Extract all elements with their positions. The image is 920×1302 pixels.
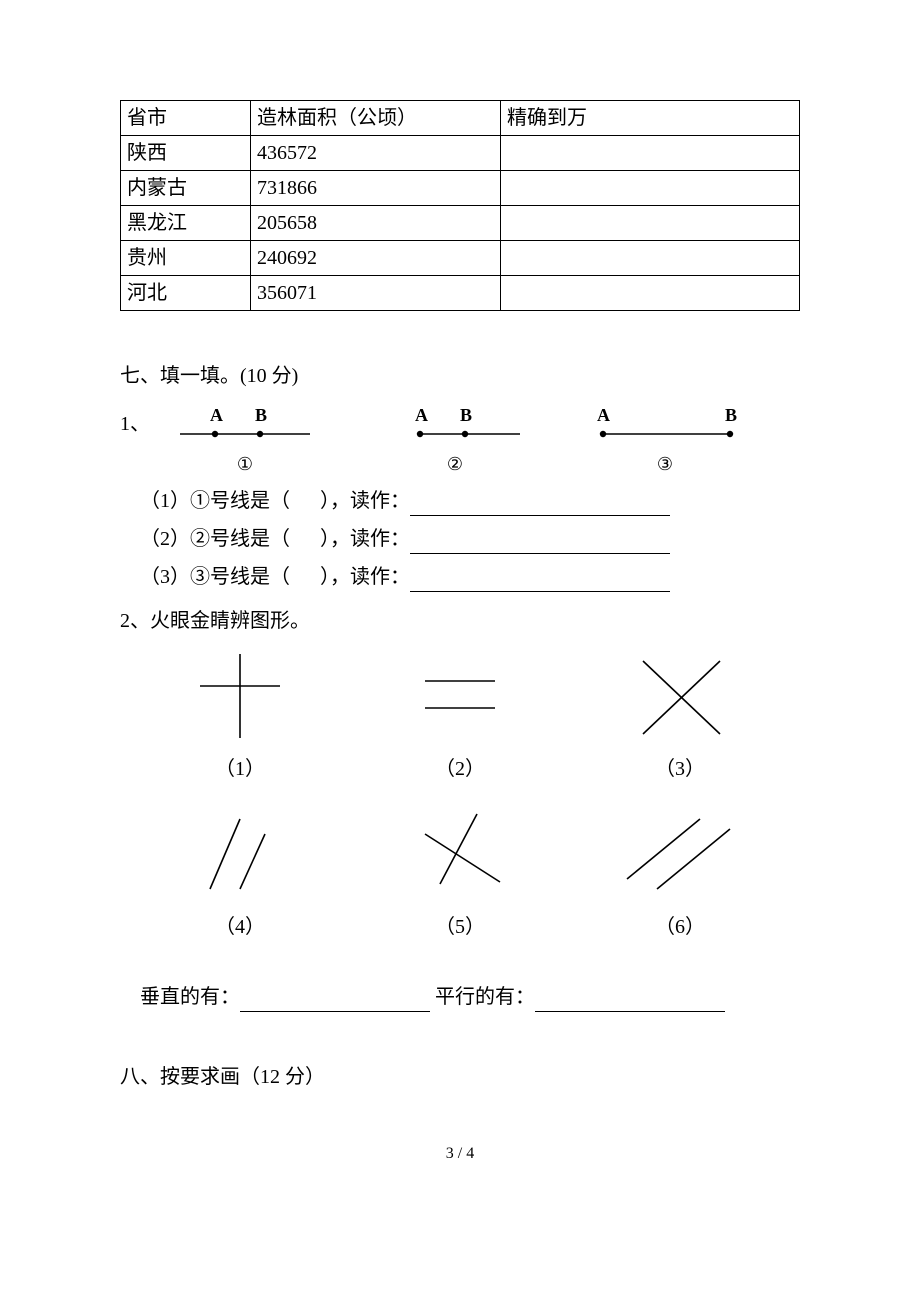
forestation-table: 省市 造林面积（公顷） 精确到万 陕西 436572 内蒙古 731866 黑龙… bbox=[120, 100, 800, 311]
label-B: B bbox=[725, 409, 737, 425]
line-fig3-svg: A B bbox=[585, 409, 745, 449]
table-row: 河北 356071 bbox=[121, 276, 800, 311]
shape-parallel-horiz-icon bbox=[405, 646, 515, 746]
line-figures-row: A B ① A B ② A B bbox=[170, 409, 740, 478]
fig1-caption: ① bbox=[237, 451, 253, 478]
shape-4: （4） bbox=[150, 804, 330, 942]
figure-3: A B ③ bbox=[590, 409, 740, 478]
shape-slant-parallel-icon bbox=[615, 804, 745, 904]
table-row: 内蒙古 731866 bbox=[121, 171, 800, 206]
page-footer: 3 / 4 bbox=[120, 1142, 800, 1166]
line-fig1-svg: A B bbox=[170, 409, 320, 449]
table-row: 陕西 436572 bbox=[121, 136, 800, 171]
fig2-caption: ② bbox=[447, 451, 463, 478]
fig3-caption: ③ bbox=[657, 451, 673, 478]
shape-slant-cross-icon bbox=[405, 804, 515, 904]
label-A: A bbox=[597, 409, 610, 425]
table-row: 黑龙江 205658 bbox=[121, 206, 800, 241]
figure-2: A B ② bbox=[380, 409, 530, 478]
shape-x-cross-icon bbox=[625, 646, 735, 746]
para-label: 平行的有： bbox=[435, 986, 535, 1008]
shape-1: （1） bbox=[150, 646, 330, 784]
col-rounded: 精确到万 bbox=[501, 101, 800, 136]
shape-plus-icon bbox=[185, 646, 295, 746]
blank bbox=[535, 990, 725, 1012]
label-A: A bbox=[415, 409, 428, 425]
line-fig2-svg: A B bbox=[380, 409, 530, 449]
blank bbox=[240, 990, 430, 1012]
section8-title: 八、按要求画（12 分） bbox=[120, 1062, 800, 1092]
answers-row: 垂直的有： 平行的有： bbox=[140, 982, 800, 1012]
label-A: A bbox=[210, 409, 223, 425]
q1-number: 1、 bbox=[120, 409, 160, 439]
shape-2: （2） bbox=[370, 646, 550, 784]
label-B: B bbox=[460, 409, 472, 425]
sub-q-3: （3）③号线是（ ），读作： bbox=[140, 562, 800, 592]
section7-title: 七、填一填。(10 分) bbox=[120, 361, 800, 391]
shape-6: （6） bbox=[590, 804, 770, 942]
sub-q-1: （1）①号线是（ ），读作： bbox=[140, 486, 800, 516]
blank bbox=[410, 570, 670, 592]
table-header-row: 省市 造林面积（公顷） 精确到万 bbox=[121, 101, 800, 136]
col-area: 造林面积（公顷） bbox=[251, 101, 501, 136]
figure-1: A B ① bbox=[170, 409, 320, 478]
col-province: 省市 bbox=[121, 101, 251, 136]
q2-title: 2、火眼金睛辨图形。 bbox=[120, 606, 800, 636]
label-B: B bbox=[255, 409, 267, 425]
sub-q-2: （2）②号线是（ ），读作： bbox=[140, 524, 800, 554]
blank bbox=[410, 532, 670, 554]
q1-row: 1、 A B ① A B ② bbox=[120, 409, 800, 478]
perp-label: 垂直的有： bbox=[140, 986, 240, 1008]
shape-3: （3） bbox=[590, 646, 770, 784]
shapes-grid: （1） （2） （3） （4） （5） （6） bbox=[150, 646, 800, 942]
table-row: 贵州 240692 bbox=[121, 241, 800, 276]
blank bbox=[410, 494, 670, 516]
shape-slant-nonpar-icon bbox=[185, 804, 295, 904]
shape-5: （5） bbox=[370, 804, 550, 942]
